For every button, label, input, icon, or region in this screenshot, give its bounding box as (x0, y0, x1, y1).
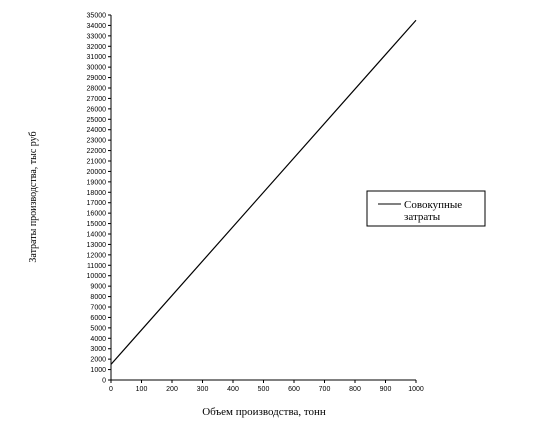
y-tick-label: 27000 (87, 96, 107, 103)
y-axis-title: Затраты производства, тыс руб (28, 131, 39, 262)
y-tick-label: 34000 (87, 23, 107, 30)
y-tick-label: 26000 (87, 106, 107, 113)
y-tick-label: 16000 (87, 211, 107, 218)
y-tick-label: 8000 (90, 294, 106, 301)
x-tick-label: 300 (197, 386, 209, 393)
y-tick-label: 22000 (87, 148, 107, 155)
y-tick-label: 9000 (90, 284, 106, 291)
legend-box (366, 190, 486, 227)
x-tick-label: 800 (349, 386, 361, 393)
y-tick-label: 17000 (87, 200, 107, 207)
y-tick-label: 0 (102, 378, 106, 385)
y-tick-label: 11000 (87, 263, 106, 270)
legend-label-line2: затраты (404, 211, 441, 223)
legend: Совокупные затраты (366, 190, 486, 227)
y-tick-label: 25000 (87, 117, 107, 124)
x-tick-label: 0 (109, 386, 113, 393)
x-tick-label: 200 (166, 386, 178, 393)
y-tick-label: 23000 (87, 138, 107, 145)
legend-label-line1: Совокупные (404, 199, 462, 211)
x-tick-label: 900 (380, 386, 392, 393)
x-axis-title: Объем производства, тонн (202, 406, 326, 418)
x-tick-group: 0 100 200 300 400 500 600 700 800 900 1000 (109, 380, 424, 393)
y-tick-label: 32000 (87, 44, 107, 51)
y-tick-label: 30000 (87, 65, 107, 72)
y-tick-label: 12000 (87, 252, 107, 259)
y-tick-label: 28000 (87, 86, 107, 93)
y-tick-label: 24000 (87, 127, 107, 134)
y-tick-label: 29000 (87, 75, 107, 82)
y-tick-label: 7000 (90, 305, 106, 312)
y-tick-label: 3000 (90, 346, 106, 353)
y-tick-label: 31000 (87, 54, 107, 61)
y-tick-label: 21000 (87, 159, 107, 166)
series-line-total-costs (110, 19, 417, 365)
y-tick-label: 20000 (87, 169, 107, 176)
y-tick-label: 10000 (87, 273, 107, 280)
x-tick-label: 600 (288, 386, 300, 393)
y-tick-label: 35000 (87, 13, 107, 20)
x-tick-label: 100 (136, 386, 148, 393)
x-tick-label: 500 (258, 386, 270, 393)
y-tick-label: 15000 (87, 221, 107, 228)
y-tick-label: 6000 (90, 315, 106, 322)
y-tick-label: 4000 (90, 336, 106, 343)
x-tick-label: 700 (319, 386, 331, 393)
y-tick-label: 13000 (87, 242, 107, 249)
y-tick-label: 19000 (87, 179, 107, 186)
y-tick-label: 2000 (90, 357, 106, 364)
y-tick-label: 18000 (87, 190, 107, 197)
y-tick-label: 14000 (87, 232, 107, 239)
y-tick-label: 1000 (90, 367, 106, 374)
y-tick-label: 33000 (87, 33, 107, 40)
x-tick-label: 400 (227, 386, 239, 393)
x-tick-label: 1000 (408, 386, 424, 393)
y-tick-group: 0 1000 2000 3000 4000 5000 6000 7000 8000 9000 100… (87, 13, 111, 385)
series-group (110, 19, 417, 365)
y-tick-label: 5000 (90, 325, 106, 332)
